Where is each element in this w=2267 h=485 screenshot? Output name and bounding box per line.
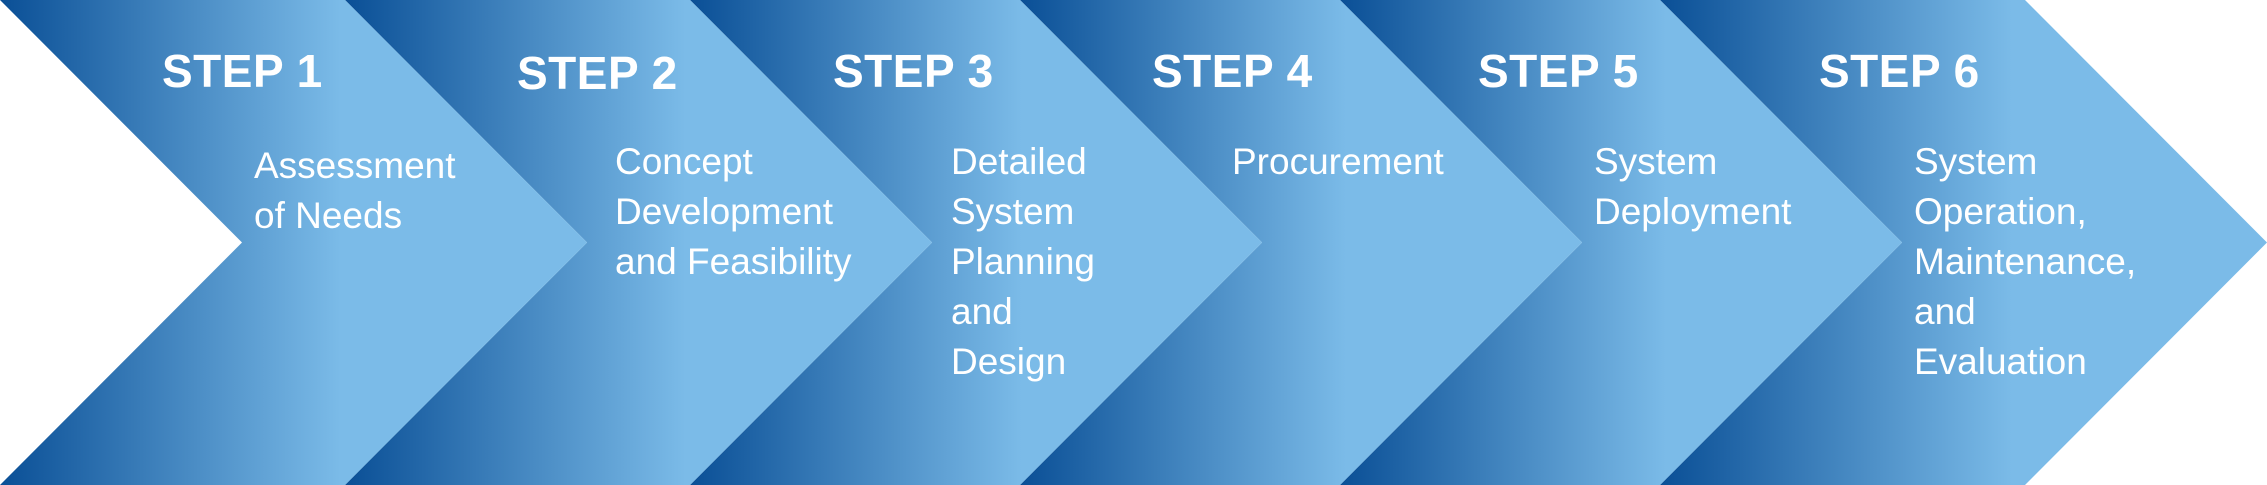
step-2-description-line: Concept: [615, 141, 753, 182]
step-3-title: STEP 3: [833, 45, 994, 97]
step-3-description-line: Planning: [951, 241, 1096, 282]
step-6-description-line: Evaluation: [1914, 341, 2087, 382]
chevron-step-2: [345, 0, 932, 485]
step-1-description: Assessment of Needs: [254, 141, 456, 241]
step-6-description-line: System: [1914, 141, 2038, 182]
step-3-description-line: Detailed: [951, 141, 1087, 182]
chevron-step-1: [0, 0, 587, 485]
step-6-title: STEP 6: [1819, 45, 1980, 97]
step-6-description-line: and: [1914, 291, 1976, 332]
step-5-description: System Deployment: [1594, 137, 1791, 237]
chevron-step-5: [1340, 0, 1902, 485]
step-4-title: STEP 4: [1152, 45, 1313, 97]
step-6-description-line: Operation,: [1914, 191, 2087, 232]
step-3-description-line: and: [951, 291, 1013, 332]
step-5-title: STEP 5: [1478, 45, 1639, 97]
step-6-description-line: Maintenance,: [1914, 241, 2137, 282]
step-3-description-line: System: [951, 191, 1075, 232]
step-4-description: Procurement: [1232, 137, 1444, 187]
step-2-description-line: and Feasibility: [615, 241, 852, 282]
step-2-description-line: Development: [615, 191, 834, 232]
step-1-title: STEP 1: [162, 45, 323, 97]
step-5-description-line: System: [1594, 141, 1718, 182]
step-5-description-line: Deployment: [1594, 191, 1792, 232]
step-3-description-line: Design: [951, 341, 1067, 382]
step-2-description: Concept Development and Feasibility: [615, 137, 852, 287]
step-4-description-line: Procurement: [1232, 141, 1444, 182]
step-1-description-line: Assessment: [254, 145, 456, 186]
step-2-title: STEP 2: [517, 47, 678, 99]
step-1-description-line: of Needs: [254, 195, 403, 236]
chevron-step-6: [1660, 0, 2267, 485]
step-6-description: System Operation, Maintenance, and Evalu…: [1914, 137, 2136, 387]
chevron-step-4: [1020, 0, 1582, 485]
chevron-step-3: [690, 0, 1262, 485]
step-3-description: Detailed System Planning and Design: [951, 137, 1095, 387]
